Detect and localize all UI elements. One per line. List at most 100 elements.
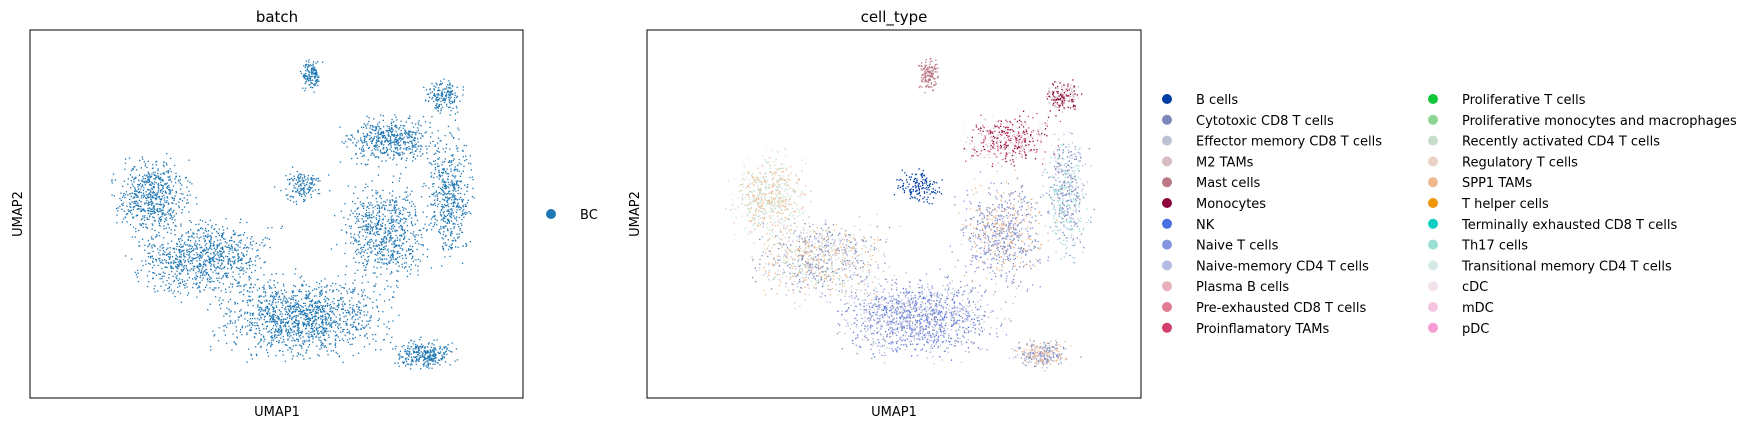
scatter-point xyxy=(399,238,401,240)
scatter-point xyxy=(241,268,244,270)
scatter-point xyxy=(186,286,188,288)
scatter-point xyxy=(359,309,361,311)
scatter-point xyxy=(306,349,308,351)
scatter-point xyxy=(409,152,411,154)
scatter-point xyxy=(326,350,328,352)
scatter-point xyxy=(372,152,374,154)
scatter-point xyxy=(368,233,371,235)
scatter-point xyxy=(285,330,287,332)
scatter-point xyxy=(212,259,214,262)
scatter-point xyxy=(275,306,278,308)
scatter-point xyxy=(158,196,161,198)
scatter-point xyxy=(226,246,228,248)
scatter-point xyxy=(435,99,437,101)
scatter-point xyxy=(366,252,368,254)
scatter-point xyxy=(287,322,289,325)
scatter-point xyxy=(183,259,185,261)
scatter-point xyxy=(263,296,265,298)
scatter-point xyxy=(168,193,170,195)
scatter-point xyxy=(147,207,149,209)
scatter-point xyxy=(380,349,382,351)
scatter-point xyxy=(189,251,192,253)
scatter-point xyxy=(432,177,435,179)
scatter-point xyxy=(377,125,379,127)
scatter-point xyxy=(449,87,451,89)
scatter-point xyxy=(328,304,330,306)
scatter-point xyxy=(156,209,159,211)
scatter-point xyxy=(445,88,447,90)
scatter-point xyxy=(398,154,400,157)
scatter-point xyxy=(152,244,154,246)
scatter-point xyxy=(209,259,211,261)
scatter-point xyxy=(383,204,385,207)
scatter-point xyxy=(270,332,272,334)
scatter-point xyxy=(374,126,376,128)
scatter-point xyxy=(336,288,338,291)
scatter-point xyxy=(361,295,363,298)
scatter-point xyxy=(185,176,188,179)
scatter-point xyxy=(220,268,222,270)
scatter-point xyxy=(183,266,185,268)
scatter-point xyxy=(450,228,452,230)
scatter-point xyxy=(203,264,205,266)
scatter-point xyxy=(263,309,265,311)
scatter-point xyxy=(459,192,462,194)
scatter-point xyxy=(412,156,414,158)
scatter-point xyxy=(463,216,465,218)
scatter-point xyxy=(376,232,378,234)
scatter-point xyxy=(449,91,451,94)
scatter-point xyxy=(413,235,415,237)
scatter-point xyxy=(157,191,159,193)
scatter-point xyxy=(177,265,179,267)
scatter-point xyxy=(301,195,303,197)
scatter-point xyxy=(137,214,139,217)
scatter-point xyxy=(218,277,220,279)
scatter-point xyxy=(220,234,223,237)
scatter-point xyxy=(164,199,166,201)
scatter-point xyxy=(344,334,346,337)
scatter-point xyxy=(240,257,243,260)
scatter-point xyxy=(389,227,391,230)
scatter-point xyxy=(127,212,129,215)
scatter-point xyxy=(324,318,326,320)
scatter-point xyxy=(305,294,308,296)
scatter-point xyxy=(300,308,302,311)
scatter-point xyxy=(275,273,277,275)
scatter-point xyxy=(378,136,380,138)
scatter-point xyxy=(340,331,342,333)
scatter-point xyxy=(409,273,411,275)
scatter-point xyxy=(278,317,280,319)
scatter-point xyxy=(301,193,303,195)
scatter-point xyxy=(164,190,167,192)
scatter-point xyxy=(240,328,242,331)
scatter-point xyxy=(227,267,229,270)
scatter-point xyxy=(414,205,416,208)
scatter-point xyxy=(308,294,310,296)
scatter-point xyxy=(175,254,177,256)
scatter-point xyxy=(410,248,412,251)
scatter-point xyxy=(186,294,189,296)
scatter-point xyxy=(248,279,250,281)
scatter-point xyxy=(230,268,232,270)
scatter-point xyxy=(204,240,206,243)
scatter-point xyxy=(461,200,463,202)
scatter-point xyxy=(231,246,233,248)
scatter-point xyxy=(457,203,459,205)
scatter-point xyxy=(348,330,350,332)
scatter-point xyxy=(302,76,305,78)
scatter-point xyxy=(320,316,322,318)
scatter-point xyxy=(370,238,373,240)
scatter-point xyxy=(249,318,251,320)
scatter-point xyxy=(293,305,295,307)
scatter-point xyxy=(448,86,450,89)
scatter-point xyxy=(378,133,380,135)
scatter-point xyxy=(214,254,217,256)
scatter-point xyxy=(378,204,380,206)
scatter-point xyxy=(367,311,369,313)
scatter-point xyxy=(428,96,431,99)
scatter-point xyxy=(145,202,147,204)
scatter-point xyxy=(400,129,402,132)
scatter-point xyxy=(391,221,394,223)
scatter-point xyxy=(179,179,181,181)
scatter-point xyxy=(191,250,193,252)
